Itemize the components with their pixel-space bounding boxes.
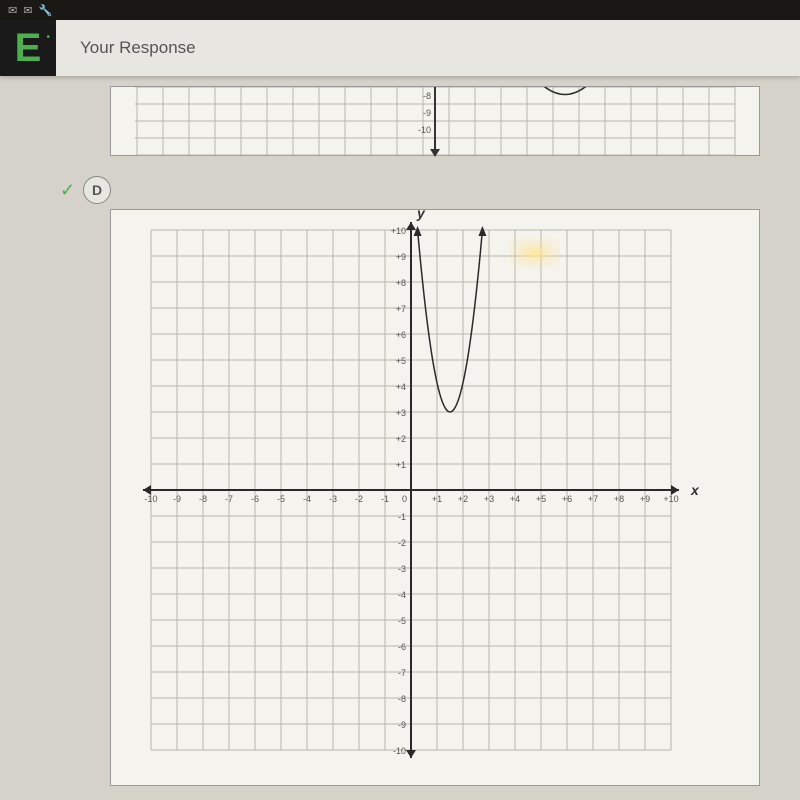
app-logo[interactable]: E • (0, 20, 56, 76)
svg-text:+9: +9 (640, 494, 650, 504)
svg-text:+6: +6 (562, 494, 572, 504)
svg-text:+7: +7 (396, 304, 406, 314)
svg-text:+2: +2 (396, 434, 406, 444)
svg-text:+6: +6 (396, 330, 406, 340)
svg-text:+8: +8 (396, 278, 406, 288)
svg-text:+5: +5 (396, 356, 406, 366)
svg-text:-3: -3 (398, 564, 406, 574)
svg-text:-3: -3 (329, 494, 337, 504)
checkmark-icon: ✓ (60, 180, 75, 201)
svg-text:-4: -4 (398, 590, 406, 600)
graph-svg: -1+1-2+2-3+3-4+4-5+5-6+6-7+7-8+8-9+9-10+… (111, 210, 731, 780)
svg-text:y: y (416, 210, 426, 221)
mail-icon[interactable]: ✉ (8, 4, 17, 17)
partial-graph-svg: -8 -9 -10 (111, 87, 759, 157)
svg-text:+3: +3 (484, 494, 494, 504)
full-graph-d: -1+1-2+2-3+3-4+4-5+5-6+6-7+7-8+8-9+9-10+… (110, 209, 760, 786)
svg-text:-2: -2 (398, 538, 406, 548)
main-content: -8-9-10 ✓ D -1+1-2+2-3+3-4+4-5+5-6+6-7+7… (0, 76, 800, 800)
svg-text:-2: -2 (355, 494, 363, 504)
svg-text:-6: -6 (251, 494, 259, 504)
svg-text:-7: -7 (398, 668, 406, 678)
svg-text:-9: -9 (423, 108, 431, 118)
svg-text:-8: -8 (398, 694, 406, 704)
wrench-icon[interactable]: 🔧 (38, 4, 52, 17)
option-letter: D (92, 182, 102, 198)
svg-text:+4: +4 (396, 382, 406, 392)
svg-text:+9: +9 (396, 252, 406, 262)
svg-text:-5: -5 (277, 494, 285, 504)
svg-text:-9: -9 (398, 720, 406, 730)
svg-text:-4: -4 (303, 494, 311, 504)
logo-dot-icon: • (46, 32, 50, 43)
header-tab: E • Your Response (0, 20, 800, 76)
svg-text:+4: +4 (510, 494, 520, 504)
svg-text:-8: -8 (199, 494, 207, 504)
mail-icon-2[interactable]: ✉ (23, 4, 32, 17)
svg-text:-9: -9 (173, 494, 181, 504)
svg-text:+7: +7 (588, 494, 598, 504)
svg-text:+10: +10 (663, 494, 678, 504)
svg-text:-1: -1 (398, 512, 406, 522)
svg-text:-8: -8 (423, 91, 431, 101)
svg-text:-10: -10 (418, 125, 431, 135)
partial-graph-top: -8 -9 -10 (110, 86, 760, 156)
svg-text:-5: -5 (398, 616, 406, 626)
svg-text:+5: +5 (536, 494, 546, 504)
svg-text:+10: +10 (391, 226, 406, 236)
svg-text:-6: -6 (398, 642, 406, 652)
svg-text:+3: +3 (396, 408, 406, 418)
svg-text:+1: +1 (396, 460, 406, 470)
svg-text:0: 0 (402, 494, 407, 504)
svg-text:x: x (690, 482, 700, 498)
svg-text:-10: -10 (144, 494, 157, 504)
option-d-circle[interactable]: D (83, 176, 111, 204)
logo-letter: E (15, 26, 42, 71)
svg-text:+1: +1 (432, 494, 442, 504)
svg-text:+8: +8 (614, 494, 624, 504)
svg-text:-7: -7 (225, 494, 233, 504)
content-area: E • Your Response -8-9-10 ✓ D -1+1-2+2-3… (0, 20, 800, 800)
browser-tab-bar: ✉ ✉ 🔧 (0, 0, 800, 20)
svg-text:-1: -1 (381, 494, 389, 504)
answer-option-row: ✓ D (60, 176, 770, 204)
svg-text:+2: +2 (458, 494, 468, 504)
svg-text:-10: -10 (393, 746, 406, 756)
tab-title: Your Response (56, 38, 196, 58)
